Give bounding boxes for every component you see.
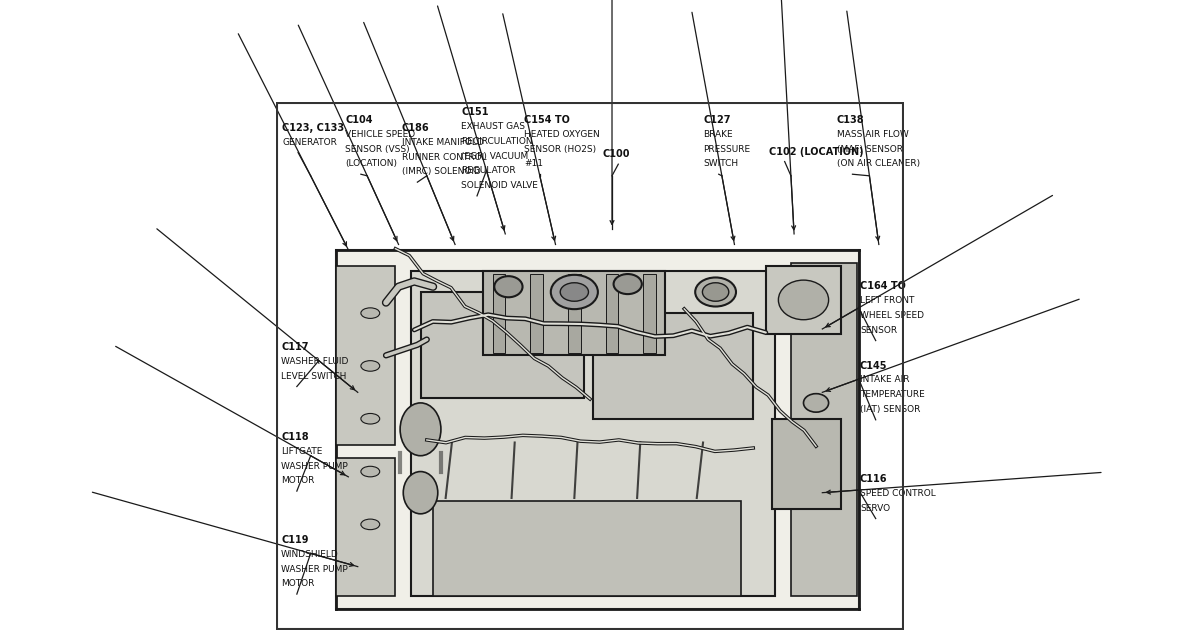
FancyBboxPatch shape	[643, 273, 656, 353]
Text: INTAKE MANIFOLD: INTAKE MANIFOLD	[402, 138, 484, 147]
Text: RUNNER CONTROL: RUNNER CONTROL	[402, 152, 486, 161]
Text: SENSOR (HO2S): SENSOR (HO2S)	[524, 145, 596, 154]
FancyBboxPatch shape	[791, 263, 857, 596]
Text: C119: C119	[281, 535, 308, 545]
FancyBboxPatch shape	[336, 266, 396, 445]
Text: WHEEL SPEED: WHEEL SPEED	[860, 311, 924, 320]
Text: (ON AIR CLEANER): (ON AIR CLEANER)	[836, 159, 920, 168]
Text: C123, C133: C123, C133	[282, 123, 344, 133]
Text: SOLENOID VALVE: SOLENOID VALVE	[461, 181, 539, 190]
Text: MASS AIR FLOW: MASS AIR FLOW	[836, 130, 908, 139]
Text: SPEED CONTROL: SPEED CONTROL	[860, 489, 936, 498]
FancyBboxPatch shape	[766, 266, 841, 335]
Text: (LOCATION): (LOCATION)	[346, 159, 397, 168]
Text: C164 TO: C164 TO	[860, 282, 906, 292]
Ellipse shape	[702, 283, 728, 301]
Text: C151: C151	[461, 107, 488, 117]
Ellipse shape	[551, 275, 598, 309]
Text: WASHER PUMP: WASHER PUMP	[281, 564, 348, 573]
FancyBboxPatch shape	[433, 501, 740, 596]
Text: SERVO: SERVO	[860, 504, 890, 513]
FancyBboxPatch shape	[336, 459, 396, 596]
Text: PRESSURE: PRESSURE	[703, 145, 750, 154]
Text: SENSOR (VSS): SENSOR (VSS)	[346, 145, 410, 154]
Text: INTAKE AIR: INTAKE AIR	[860, 375, 910, 384]
Text: C116: C116	[860, 474, 888, 484]
Ellipse shape	[613, 274, 642, 294]
Text: (MAF) SENSOR: (MAF) SENSOR	[836, 145, 902, 154]
Text: SWITCH: SWITCH	[703, 159, 738, 168]
FancyBboxPatch shape	[412, 271, 775, 596]
Text: WASHER PUMP: WASHER PUMP	[281, 462, 348, 471]
Text: VEHICLE SPEED: VEHICLE SPEED	[346, 130, 415, 139]
Text: #11: #11	[524, 159, 544, 168]
FancyBboxPatch shape	[484, 271, 665, 355]
FancyBboxPatch shape	[493, 273, 505, 353]
Text: WASHER FLUID: WASHER FLUID	[281, 357, 348, 366]
Text: MOTOR: MOTOR	[281, 580, 314, 588]
Ellipse shape	[361, 308, 379, 318]
Text: MOTOR: MOTOR	[281, 476, 314, 485]
Text: C118: C118	[281, 432, 308, 442]
Text: SENSOR: SENSOR	[860, 326, 898, 335]
Ellipse shape	[779, 280, 829, 319]
Ellipse shape	[400, 403, 440, 455]
FancyBboxPatch shape	[593, 313, 754, 419]
Text: LEFT FRONT: LEFT FRONT	[860, 296, 914, 305]
Text: TEMPERATURE: TEMPERATURE	[860, 390, 925, 399]
Text: WINDSHIELD: WINDSHIELD	[281, 550, 338, 559]
FancyBboxPatch shape	[420, 292, 583, 398]
Ellipse shape	[361, 466, 379, 477]
FancyBboxPatch shape	[336, 249, 859, 609]
Text: (IAT) SENSOR: (IAT) SENSOR	[860, 405, 920, 414]
Text: BRAKE: BRAKE	[703, 130, 733, 139]
Text: C138: C138	[836, 115, 864, 125]
Text: EXHAUST GAS: EXHAUST GAS	[461, 122, 526, 131]
Ellipse shape	[695, 277, 736, 307]
Ellipse shape	[361, 413, 379, 424]
Text: (EGR) VACUUM: (EGR) VACUUM	[461, 152, 528, 161]
Text: C100: C100	[602, 149, 630, 159]
Text: C154 TO: C154 TO	[524, 115, 570, 125]
Text: C127: C127	[703, 115, 731, 125]
Text: (IMRC) SOLENOID: (IMRC) SOLENOID	[402, 168, 480, 176]
FancyBboxPatch shape	[530, 273, 542, 353]
Ellipse shape	[361, 519, 379, 530]
Ellipse shape	[560, 283, 588, 301]
Text: REGULATOR: REGULATOR	[461, 166, 516, 175]
Text: C145: C145	[860, 360, 888, 370]
Text: C104: C104	[346, 115, 373, 125]
FancyBboxPatch shape	[568, 273, 581, 353]
FancyBboxPatch shape	[772, 419, 841, 508]
Text: LIFTGATE: LIFTGATE	[281, 447, 323, 455]
Text: HEATED OXYGEN: HEATED OXYGEN	[524, 130, 600, 139]
Ellipse shape	[361, 360, 379, 371]
Text: C117: C117	[281, 342, 308, 352]
Text: C102 (LOCATION): C102 (LOCATION)	[769, 147, 864, 157]
Text: LEVEL SWITCH: LEVEL SWITCH	[281, 372, 347, 381]
Text: C186: C186	[402, 123, 430, 133]
Ellipse shape	[403, 472, 438, 514]
Ellipse shape	[494, 276, 522, 297]
Ellipse shape	[804, 394, 829, 412]
FancyBboxPatch shape	[606, 273, 618, 353]
Text: RECIRCULATION: RECIRCULATION	[461, 137, 533, 146]
Text: GENERATOR: GENERATOR	[282, 138, 337, 147]
